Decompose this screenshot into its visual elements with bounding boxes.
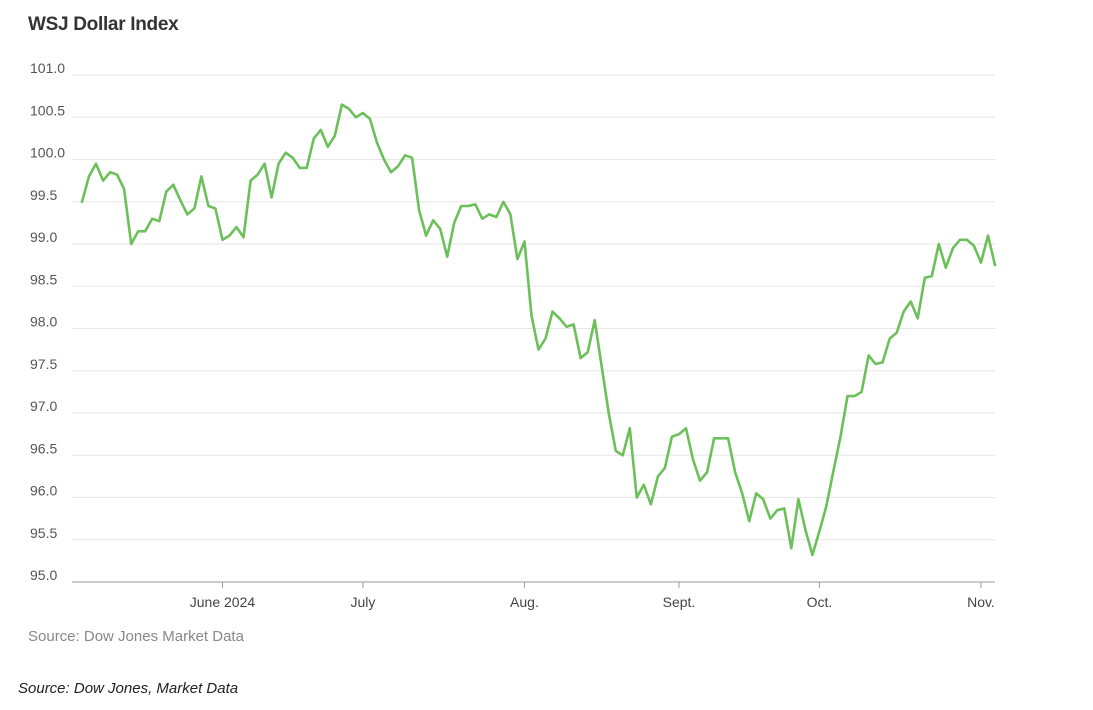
gridlines — [72, 74, 995, 541]
image-caption: Source: Dow Jones, Market Data — [18, 680, 239, 697]
series-line-dollar-index — [80, 103, 997, 557]
y-tick-label: 96.5 — [30, 440, 57, 456]
y-axis-labels: 101.0 100.5 100.0 99.5 99.0 98.5 98.0 97.5 97.0 9… — [30, 60, 65, 583]
y-tick-label: 99.0 — [30, 229, 57, 245]
x-tick-label: Sept. — [663, 594, 696, 610]
x-tick-label: July — [350, 594, 375, 610]
y-tick-label: 97.0 — [30, 398, 57, 414]
source-note: Source: Dow Jones Market Data — [28, 628, 244, 645]
x-tick-label: Aug. — [510, 594, 539, 610]
y-tick-label: 97.5 — [30, 356, 57, 372]
y-tick-label: 95.0 — [30, 567, 57, 583]
x-axis-labels: June 2024 July Aug. Sept. Oct. Nov. — [190, 594, 995, 610]
x-tick-label: June 2024 — [190, 594, 256, 610]
y-tick-label: 100.0 — [30, 145, 65, 161]
series-layer — [80, 103, 997, 557]
y-tick-label: 95.5 — [30, 525, 57, 541]
y-tick-label: 99.5 — [30, 187, 57, 203]
x-axis — [72, 581, 995, 588]
x-tick-label: Oct. — [807, 594, 833, 610]
y-tick-label: 96.0 — [30, 483, 57, 499]
y-tick-label: 98.0 — [30, 314, 57, 330]
chart-title: WSJ Dollar Index — [28, 14, 179, 35]
y-tick-label: 101.0 — [30, 60, 65, 76]
x-tick-label: Nov. — [967, 594, 995, 610]
y-tick-label: 100.5 — [30, 102, 65, 118]
y-tick-label: 98.5 — [30, 271, 57, 287]
